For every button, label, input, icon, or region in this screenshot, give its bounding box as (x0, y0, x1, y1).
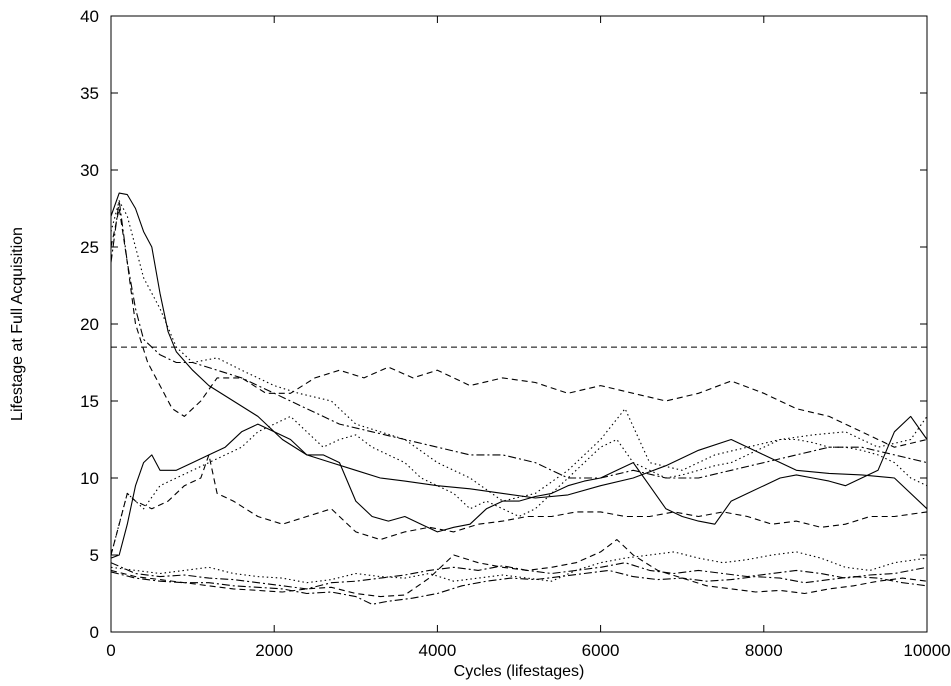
y-tick-label: 10 (80, 469, 99, 488)
series-line-7 (111, 454, 927, 556)
y-axis-label: Lifestage at Full Acquisition (9, 227, 26, 421)
y-tick-label: 20 (80, 315, 99, 334)
series-line-3 (111, 207, 927, 448)
y-tick-label: 40 (80, 7, 99, 26)
x-tick-label: 2000 (255, 641, 293, 660)
series-line-9 (111, 551, 927, 584)
y-tick-label: 0 (90, 623, 99, 642)
series-line-8 (111, 562, 927, 590)
y-tick-label: 5 (90, 546, 99, 565)
plot-border (110, 15, 928, 633)
series-line-10 (111, 539, 927, 598)
x-tick-label: 0 (106, 641, 115, 660)
chart-frame (110, 15, 928, 633)
y-tick-label: 30 (80, 161, 99, 180)
x-tick-label: 8000 (745, 641, 783, 660)
series-line-4 (111, 200, 927, 479)
series-line-5 (111, 415, 927, 559)
x-tick-label: 6000 (582, 641, 620, 660)
x-axis-label: Cycles (lifestages) (454, 663, 585, 680)
y-tick-label: 15 (80, 392, 99, 411)
y-tick-label: 35 (80, 84, 99, 103)
chart-marks (111, 192, 927, 605)
series-line-2 (111, 200, 927, 502)
series-line-11 (111, 569, 927, 605)
y-tick-label: 25 (80, 238, 99, 257)
chart-ticks: 0 2000 4000 6000 8000 10000 0 5 10 15 20 25 30 35 40 (80, 7, 951, 660)
series-line-6 (111, 415, 927, 556)
series-line-1 (111, 192, 927, 510)
x-tick-label: 4000 (418, 641, 456, 660)
x-tick-label: 10000 (903, 641, 950, 660)
